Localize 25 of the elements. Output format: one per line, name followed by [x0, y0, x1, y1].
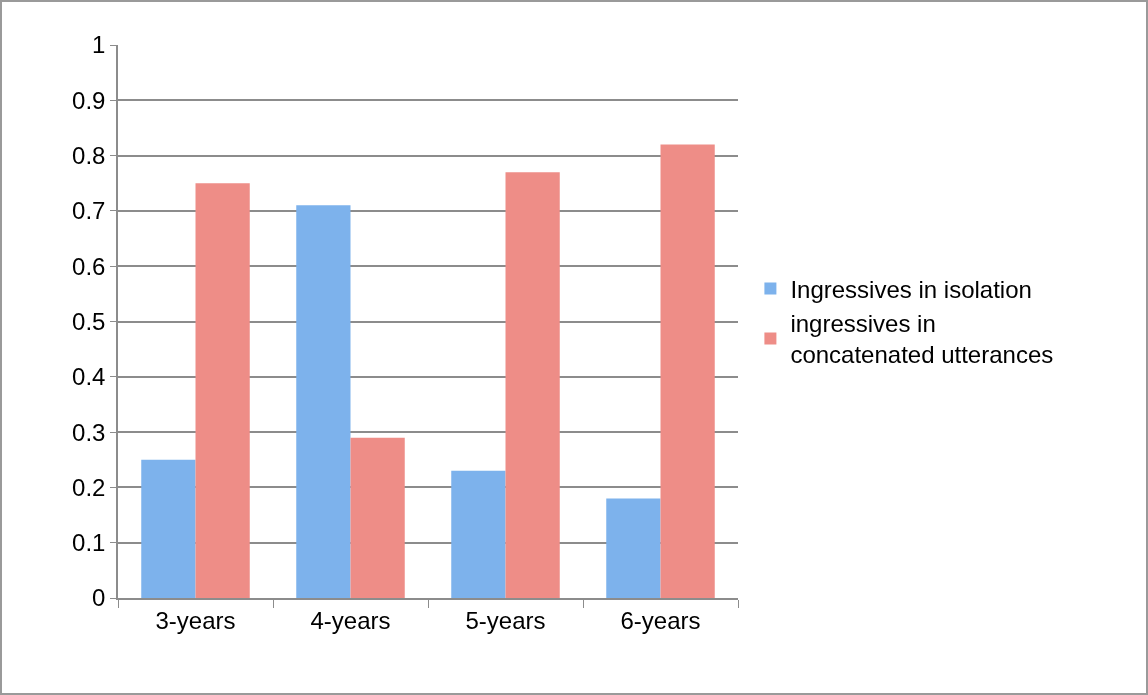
bar [505, 172, 560, 598]
y-tick-label: 0.3 [72, 418, 106, 446]
x-tick-label: 3-years [155, 606, 236, 634]
bar [195, 183, 250, 598]
y-tick-label: 0.1 [72, 529, 106, 557]
y-tick-label: 0.9 [72, 86, 106, 114]
bar [296, 205, 351, 598]
x-tick-label: 4-years [310, 606, 391, 634]
x-tick-label: 6-years [620, 606, 701, 634]
y-tick-label: 0.7 [72, 197, 106, 225]
x-tick-label: 5-years [465, 606, 546, 634]
legend-label: Ingressives in isolation [790, 275, 1032, 303]
legend-label: ingressives in concatenated utterances [790, 310, 1054, 369]
y-tick-label: 0.8 [72, 142, 106, 169]
y-tick-label: 0.6 [72, 252, 106, 280]
bar [660, 144, 715, 598]
bar [141, 459, 196, 598]
bar [350, 437, 405, 598]
y-tick-label: 0.5 [72, 307, 106, 335]
y-tick-label: 0.2 [72, 473, 106, 501]
y-tick-label: 0 [92, 584, 106, 612]
y-tick-label: 0.4 [72, 363, 106, 391]
bar [451, 470, 506, 598]
y-tick-label: 1 [92, 31, 106, 59]
bar [606, 498, 661, 598]
